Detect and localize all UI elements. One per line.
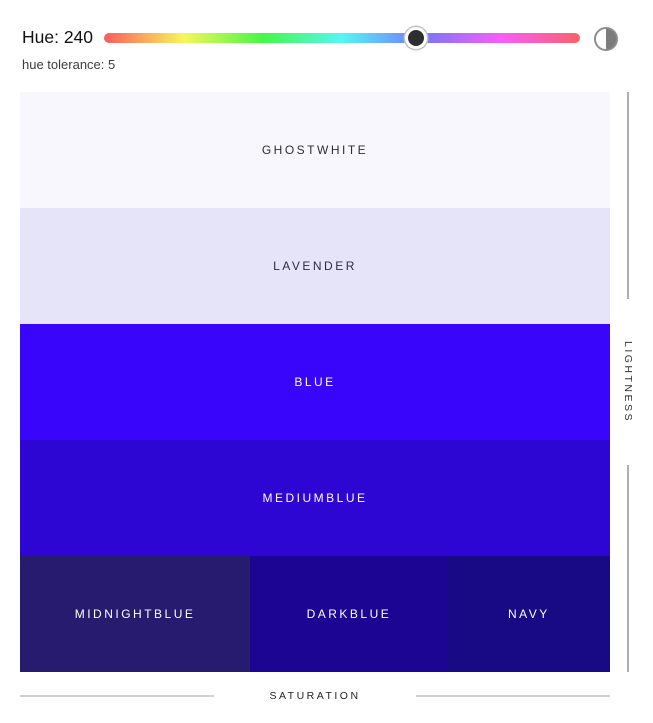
saturation-axis-label: SATURATION — [269, 690, 361, 702]
swatch-row: MEDIUMBLUE — [20, 440, 610, 556]
swatch-row: LAVENDER — [20, 208, 610, 324]
swatch-mediumblue[interactable]: MEDIUMBLUE — [20, 440, 610, 556]
lightness-axis: LIGHTNESS — [617, 92, 639, 673]
swatch-label: DARKBLUE — [306, 607, 392, 621]
saturation-axis-line-left — [20, 695, 215, 697]
swatch-row: MIDNIGHTBLUE DARKBLUE NAVY — [20, 556, 610, 672]
lightness-axis-line-top — [627, 92, 629, 299]
swatch-label: BLUE — [294, 375, 336, 389]
swatch-lavender[interactable]: LAVENDER — [20, 208, 610, 324]
swatch-label: LAVENDER — [273, 259, 357, 273]
swatch-midnightblue[interactable]: MIDNIGHTBLUE — [20, 556, 251, 672]
swatch-ghostwhite[interactable]: GHOSTWHITE — [20, 92, 610, 208]
swatch-label: MIDNIGHTBLUE — [74, 607, 196, 621]
saturation-axis-line-right — [415, 695, 610, 697]
hue-slider[interactable] — [104, 27, 580, 49]
swatch-blue[interactable]: BLUE — [20, 324, 610, 440]
swatch-row: BLUE — [20, 324, 610, 440]
hue-slider-thumb[interactable] — [404, 27, 427, 49]
hue-tolerance-label: hue tolerance: 5 — [22, 57, 116, 72]
swatch-label: NAVY — [507, 607, 550, 621]
swatch-grid: GHOSTWHITE LAVENDER BLUE MEDIUMBLUE MIDN… — [20, 92, 610, 672]
swatch-darkblue[interactable]: DARKBLUE — [250, 556, 448, 672]
contrast-icon[interactable] — [594, 27, 618, 51]
saturation-axis: SATURATION — [20, 688, 610, 704]
swatch-navy[interactable]: NAVY — [447, 556, 610, 672]
lightness-axis-label: LIGHTNESS — [622, 341, 634, 424]
hue-value-label: Hue: 240 — [22, 27, 94, 47]
lightness-axis-line-bottom — [627, 465, 629, 673]
swatch-label: GHOSTWHITE — [261, 143, 369, 157]
swatch-label: MEDIUMBLUE — [262, 491, 368, 505]
swatch-row: GHOSTWHITE — [20, 92, 610, 208]
